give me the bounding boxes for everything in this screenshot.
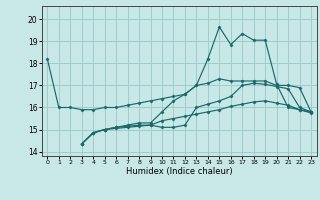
- X-axis label: Humidex (Indice chaleur): Humidex (Indice chaleur): [126, 167, 233, 176]
